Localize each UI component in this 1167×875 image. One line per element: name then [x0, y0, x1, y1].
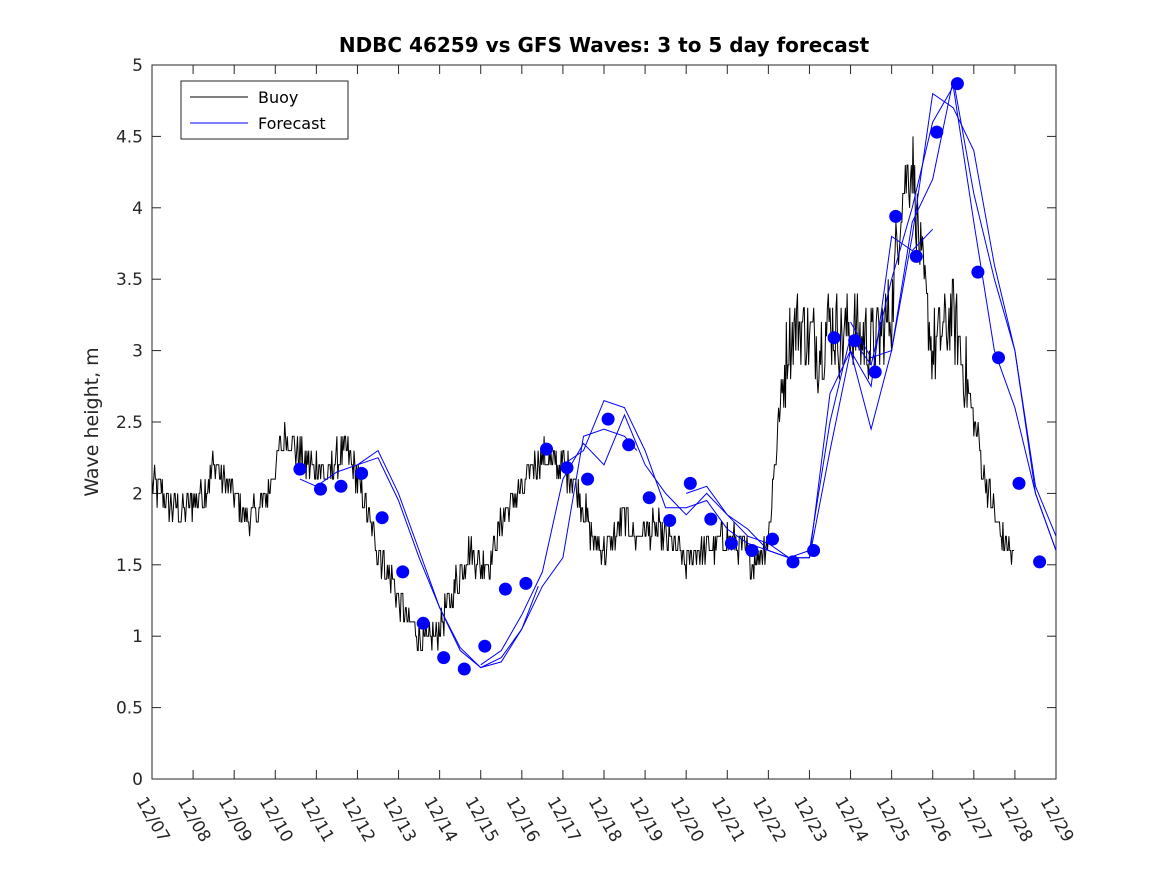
- legend-box: [180, 80, 349, 140]
- forecast-point: [581, 472, 595, 486]
- forecast-point: [868, 365, 882, 379]
- y-axis-label: Wave height, m: [81, 347, 103, 496]
- y-tick-label: 3: [132, 342, 143, 362]
- forecast-point: [766, 532, 779, 546]
- y-tick-label: 1.5: [116, 556, 143, 576]
- forecast-point: [355, 466, 369, 480]
- y-tick-label: 0: [132, 770, 143, 790]
- forecast-line: [850, 92, 1057, 537]
- forecast-point: [396, 565, 410, 579]
- forecast-point: [930, 125, 944, 139]
- forecast-line: [357, 428, 638, 669]
- y-tick-label: 2.5: [116, 413, 143, 433]
- legend: Buoy Forecast: [180, 80, 349, 140]
- forecast-point: [786, 555, 800, 569]
- forecast-point: [293, 462, 307, 476]
- forecast-point: [663, 514, 677, 527]
- forecast-series: [299, 79, 1057, 669]
- forecast-point: [375, 511, 389, 525]
- legend-forecast-label: Forecast: [258, 114, 326, 133]
- forecast-point: [540, 442, 553, 456]
- buoy-line: [151, 136, 1015, 651]
- y-tick-label: 1: [132, 627, 143, 647]
- y-tick-label: 0.5: [116, 699, 143, 719]
- forecast-point: [992, 351, 1005, 365]
- forecast-point: [683, 476, 697, 490]
- forecast-point: [827, 331, 841, 345]
- forecast-point: [622, 438, 636, 452]
- forecast-point: [437, 651, 451, 665]
- forecast-point: [478, 639, 492, 653]
- forecast-point: [334, 479, 348, 493]
- forecast-line: [562, 228, 934, 559]
- forecast-point: [971, 265, 985, 279]
- forecast-point: [724, 536, 738, 550]
- forecast-point: [519, 576, 533, 590]
- chart-title: NDBC 46259 vs GFS Waves: 3 to 5 day fore…: [339, 33, 870, 57]
- forecast-point: [704, 512, 718, 526]
- forecast-point: [950, 77, 964, 91]
- forecast-point: [560, 461, 574, 475]
- forecast-point: [498, 582, 512, 596]
- forecast-point: [1033, 555, 1047, 569]
- forecast-point: [745, 544, 759, 557]
- forecast-point: [807, 544, 821, 557]
- forecast-points: [293, 77, 1047, 676]
- forecast-point: [601, 412, 615, 426]
- forecast-line: [686, 84, 1057, 559]
- y-tick-label: 3.5: [116, 270, 143, 290]
- y-tick-label: 2: [132, 484, 143, 504]
- forecast-point: [909, 249, 923, 263]
- legend-buoy-label: Buoy: [258, 88, 298, 107]
- forecast-point: [314, 482, 327, 496]
- y-tick-label: 4.5: [116, 127, 143, 147]
- forecast-point: [1012, 476, 1026, 490]
- forecast-line: [299, 457, 539, 669]
- y-axis: 0 0.5 1 1.5 2 2.5 3 3.5 4 4.5 5: [116, 56, 1056, 790]
- forecast-point: [642, 491, 656, 505]
- y-tick-label: 5: [132, 56, 143, 76]
- forecast-line: [480, 413, 810, 666]
- forecast-point: [889, 209, 903, 223]
- forecast-point: [416, 616, 430, 630]
- buoy-series: [151, 136, 1015, 651]
- y-tick-label: 4: [132, 199, 143, 219]
- forecast-point: [457, 662, 471, 676]
- forecast-point: [848, 334, 862, 348]
